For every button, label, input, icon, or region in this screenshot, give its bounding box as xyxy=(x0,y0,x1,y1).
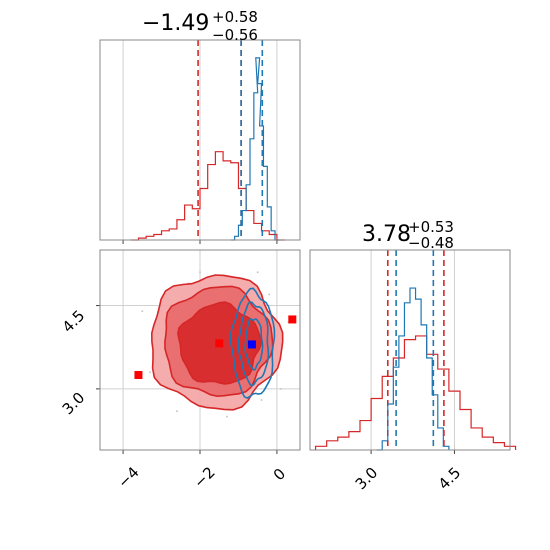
contour-blue-outer xyxy=(229,287,276,400)
tick-label-br-x-1: 4.5 xyxy=(435,464,465,494)
red-marker-1 xyxy=(134,371,143,379)
tick-label-bl-x-2: 0 xyxy=(270,465,289,484)
scatter-point xyxy=(279,387,282,390)
panel-frame xyxy=(99,249,301,451)
red-marker-2 xyxy=(215,339,224,348)
tick-label-bl-y-1: 4.5 xyxy=(59,307,89,337)
scatter-point xyxy=(199,271,201,274)
histogram-blue xyxy=(376,287,450,451)
title-right-main: 3.78 xyxy=(362,222,411,247)
scatter-point xyxy=(256,271,259,274)
scatter-point xyxy=(260,399,263,401)
histogram-panel-top xyxy=(99,39,301,244)
histogram-panel-right xyxy=(309,249,517,454)
tick-label-bl-x-0: −4 xyxy=(114,463,142,491)
contour-blue-inner xyxy=(244,317,264,371)
tick-label-bl-y-0: 3.0 xyxy=(59,389,89,419)
contour-blue-mid xyxy=(237,301,270,387)
blue-marker xyxy=(247,340,256,349)
scatter-point xyxy=(149,371,151,374)
scatter-point xyxy=(268,293,271,296)
title-right-sup: +0.53 xyxy=(408,218,454,236)
red-marker-3 xyxy=(288,315,297,324)
title-right-sub: −0.48 xyxy=(408,234,454,252)
title-top-main: −1.49 xyxy=(142,11,209,36)
title-top-sup: +0.58 xyxy=(212,8,258,26)
tick-label-bl-x-1: −2 xyxy=(190,463,218,491)
title-top-sub: −0.56 xyxy=(212,26,258,44)
histogram-red xyxy=(314,335,517,450)
scatter-point xyxy=(141,310,144,313)
scatter-point xyxy=(225,415,228,418)
histogram-red xyxy=(130,151,285,241)
tick-label-br-x-0: 3.0 xyxy=(352,464,382,494)
panel-frame xyxy=(99,39,301,241)
panel-bg xyxy=(310,250,510,450)
scatter-point xyxy=(175,410,178,413)
contour-panel xyxy=(96,249,301,454)
panel-frame xyxy=(309,249,511,451)
